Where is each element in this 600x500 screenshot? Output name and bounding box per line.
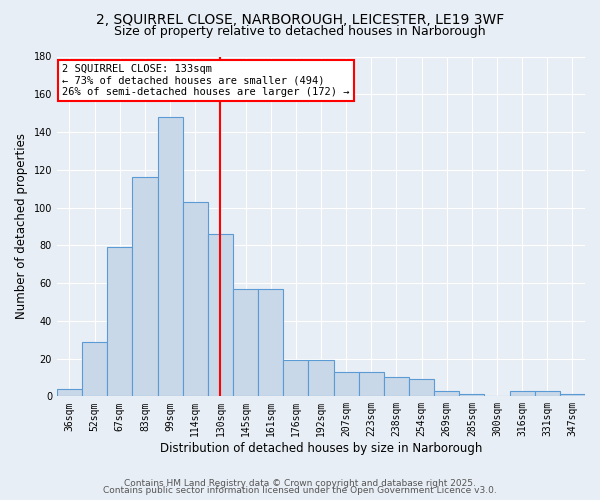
Bar	[57, 389, 82, 396]
Bar	[258, 288, 283, 397]
Bar	[82, 342, 107, 396]
Y-axis label: Number of detached properties: Number of detached properties	[15, 134, 28, 320]
Text: Contains HM Land Registry data © Crown copyright and database right 2025.: Contains HM Land Registry data © Crown c…	[124, 478, 476, 488]
Bar	[107, 247, 133, 396]
Bar	[182, 202, 208, 396]
Bar	[283, 360, 308, 396]
Text: Contains public sector information licensed under the Open Government Licence v3: Contains public sector information licen…	[103, 486, 497, 495]
Bar	[535, 390, 560, 396]
Bar	[409, 380, 434, 396]
Bar	[359, 372, 384, 396]
Bar	[509, 390, 535, 396]
Text: Size of property relative to detached houses in Narborough: Size of property relative to detached ho…	[114, 25, 486, 38]
Bar	[459, 394, 484, 396]
Bar	[208, 234, 233, 396]
Text: 2 SQUIRREL CLOSE: 133sqm
← 73% of detached houses are smaller (494)
26% of semi-: 2 SQUIRREL CLOSE: 133sqm ← 73% of detach…	[62, 64, 349, 98]
Bar	[308, 360, 334, 396]
Bar	[384, 378, 409, 396]
Bar	[233, 288, 258, 397]
X-axis label: Distribution of detached houses by size in Narborough: Distribution of detached houses by size …	[160, 442, 482, 455]
Bar	[158, 117, 182, 396]
Bar	[560, 394, 585, 396]
Text: 2, SQUIRREL CLOSE, NARBOROUGH, LEICESTER, LE19 3WF: 2, SQUIRREL CLOSE, NARBOROUGH, LEICESTER…	[96, 12, 504, 26]
Bar	[133, 178, 158, 396]
Bar	[434, 390, 459, 396]
Bar	[334, 372, 359, 396]
